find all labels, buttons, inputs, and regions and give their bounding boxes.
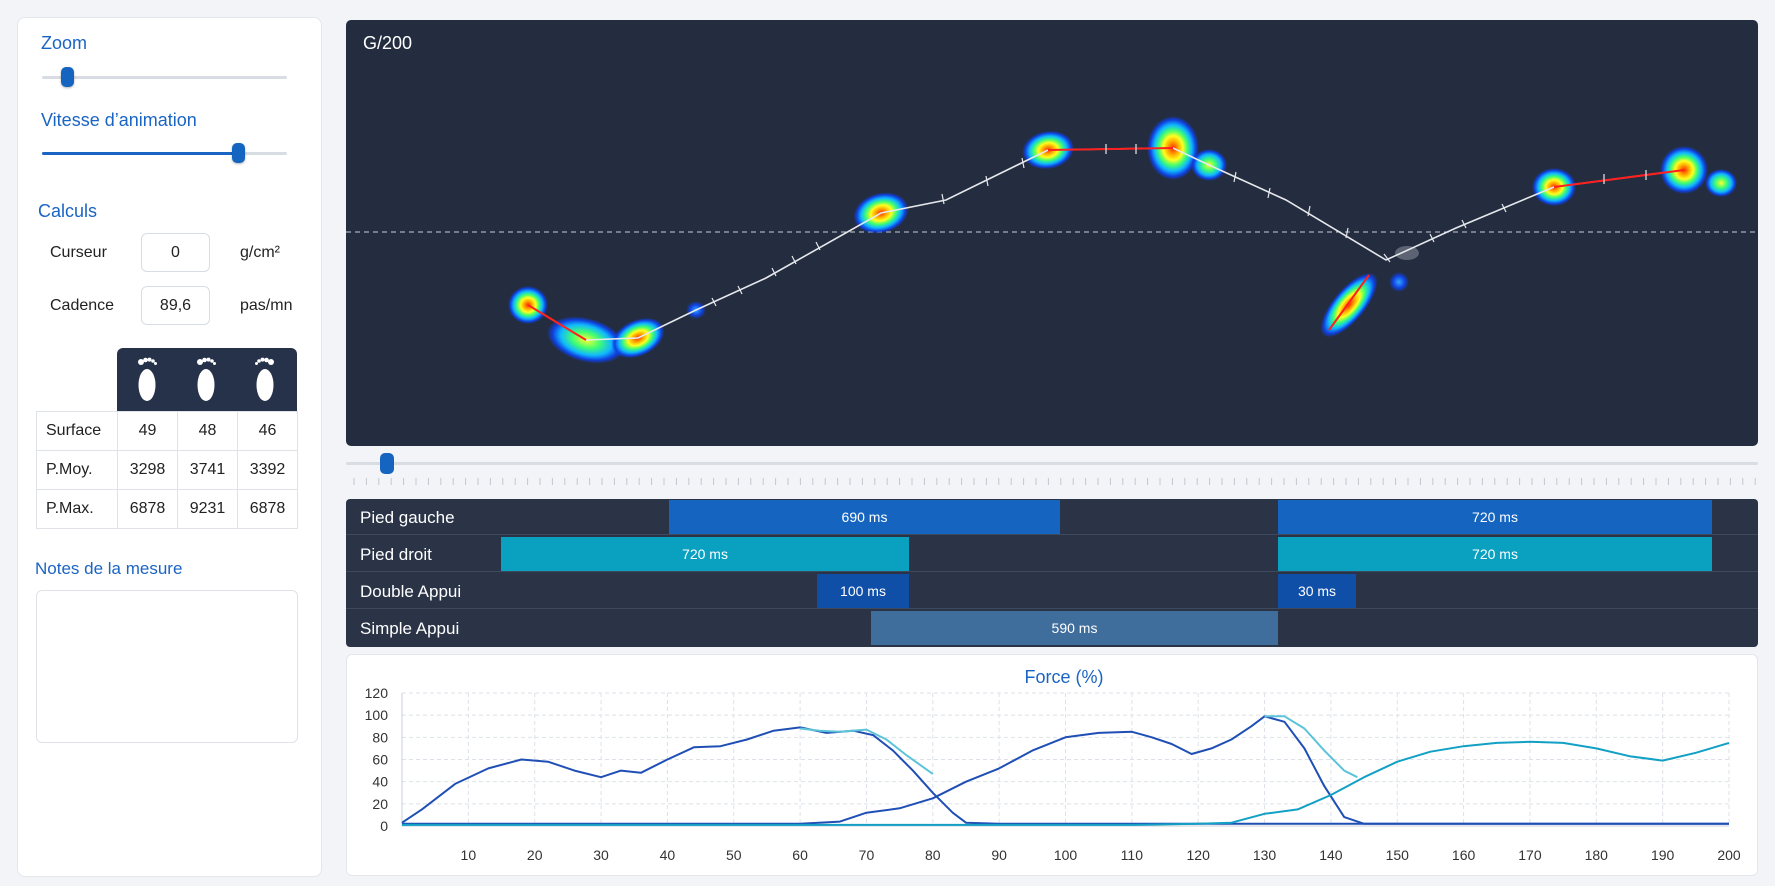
timeline-ticks — [353, 478, 1756, 485]
map-title: G/200 — [363, 33, 413, 53]
y-tick-label: 80 — [372, 729, 388, 745]
stat-value: 6878 — [237, 489, 298, 529]
x-tick-label: 40 — [660, 847, 676, 863]
calc-title: Calculs — [38, 201, 98, 221]
animation-speed-slider-thumb[interactable] — [232, 143, 245, 163]
x-tick-label: 150 — [1386, 847, 1410, 863]
y-tick-label: 0 — [380, 818, 388, 834]
series-line-5 — [1264, 715, 1358, 779]
foot-left-icon — [138, 357, 157, 401]
series-line-2 — [799, 727, 934, 775]
y-tick-label: 40 — [372, 774, 388, 790]
x-tick-label: 130 — [1253, 847, 1277, 863]
force-chart: 0 20 40 60 80 100 120 10 20 30 40 50 60 70 80 90 100 110… — [365, 667, 1741, 863]
phase-bar[interactable]: 100 ms — [817, 574, 909, 608]
x-tick-label: 100 — [1054, 847, 1078, 863]
stat-value: 3298 — [117, 450, 178, 490]
stat-value: 6878 — [117, 489, 178, 529]
x-tick-label: 80 — [925, 847, 941, 863]
stat-label: P.Max. — [36, 489, 118, 529]
series-line-1 — [401, 726, 1729, 825]
cadence-unit: pas/mn — [240, 297, 293, 314]
phase-bar[interactable]: 720 ms — [1278, 500, 1712, 534]
x-tick-label: 160 — [1452, 847, 1476, 863]
x-tick-label: 60 — [792, 847, 808, 863]
phase-row-double-support: 100 ms 30 ms Double Appui — [346, 573, 1758, 609]
footprint-heatmap — [346, 116, 1758, 364]
x-tick-label: 170 — [1518, 847, 1542, 863]
cursor-unit: g/cm² — [240, 244, 280, 261]
stat-value: 49 — [117, 411, 178, 451]
stat-value: 48 — [177, 411, 238, 451]
x-tick-label: 120 — [1187, 847, 1211, 863]
table-row: P.Moy. 3298 3741 3392 — [36, 450, 298, 490]
timeline-slider-thumb[interactable] — [380, 453, 395, 474]
x-tick-label: 70 — [859, 847, 875, 863]
foot-center-icon — [197, 357, 216, 401]
animation-speed-label: Vitesse d’animation — [41, 110, 197, 130]
force-chart-panel: 0 20 40 60 80 100 120 10 20 30 40 50 60 70 80 90 100 110… — [346, 654, 1758, 876]
y-tick-label: 120 — [365, 685, 389, 701]
phase-label: Simple Appui — [360, 619, 460, 638]
animation-speed-slider[interactable] — [42, 143, 287, 163]
timeline-slider[interactable] — [346, 452, 1758, 492]
chart-title: Force (%) — [1024, 667, 1103, 687]
phase-bar[interactable]: 720 ms — [501, 537, 909, 571]
phase-bar[interactable]: 590 ms — [871, 611, 1278, 645]
stat-value: 3392 — [237, 450, 298, 490]
x-tick-label: 90 — [991, 847, 1007, 863]
zoom-slider-thumb[interactable] — [60, 67, 74, 87]
phase-bar[interactable]: 690 ms — [669, 500, 1060, 534]
notes-textarea[interactable] — [36, 590, 298, 743]
x-tick-label: 140 — [1319, 847, 1343, 863]
series-line-3 — [402, 715, 1729, 825]
stat-label: Surface — [36, 411, 118, 451]
x-tick-label: 180 — [1585, 847, 1609, 863]
cadence-label: Cadence — [50, 297, 115, 314]
table-row: Surface 49 48 46 — [36, 411, 298, 451]
x-tick-label: 30 — [593, 847, 609, 863]
feet-header — [117, 348, 297, 411]
x-tick-label: 110 — [1121, 847, 1144, 863]
stat-value: 9231 — [177, 489, 238, 529]
stats-table: Surface 49 48 46 P.Moy. 3298 3741 3392 P… — [36, 411, 298, 529]
stat-value: 3741 — [177, 450, 238, 490]
cadence-value: 89,6 — [141, 286, 210, 325]
x-tick-label: 50 — [726, 847, 742, 863]
phase-row-right-foot: 720 ms 720 ms Pied droit — [346, 536, 1758, 572]
pressure-map[interactable]: G/200 — [346, 20, 1758, 446]
series-line-4 — [402, 740, 1730, 826]
x-tick-label: 200 — [1717, 847, 1741, 863]
gait-phases: 690 ms 720 ms Pied gauche 720 ms 720 ms … — [346, 499, 1758, 647]
phase-row-single-support: 590 ms Simple Appui — [346, 610, 1758, 646]
phase-row-left-foot: 690 ms 720 ms Pied gauche — [346, 499, 1758, 535]
x-tick-label: 10 — [461, 847, 477, 863]
y-tick-label: 100 — [365, 707, 389, 723]
notes-title: Notes de la mesure — [35, 559, 183, 578]
x-tick-label: 190 — [1651, 847, 1675, 863]
phase-bar[interactable]: 720 ms — [1278, 537, 1712, 571]
phase-bar[interactable]: 30 ms — [1278, 574, 1356, 608]
cursor-label: Curseur — [50, 244, 107, 261]
stat-value: 46 — [237, 411, 298, 451]
table-row: P.Max. 6878 9231 6878 — [36, 489, 298, 529]
x-tick-label: 20 — [527, 847, 543, 863]
zoom-slider[interactable] — [42, 67, 287, 87]
phase-label: Pied gauche — [360, 508, 455, 527]
phase-label: Pied droit — [360, 545, 432, 564]
stat-label: P.Moy. — [36, 450, 118, 490]
left-panel: Zoom Vitesse d’animation Calculs Curseur… — [17, 17, 322, 877]
foot-right-icon — [255, 357, 274, 401]
phase-label: Double Appui — [360, 582, 462, 601]
y-tick-label: 60 — [372, 752, 388, 768]
cursor-value: 0 — [141, 233, 210, 272]
zoom-label: Zoom — [41, 33, 88, 53]
y-tick-label: 20 — [372, 796, 388, 812]
